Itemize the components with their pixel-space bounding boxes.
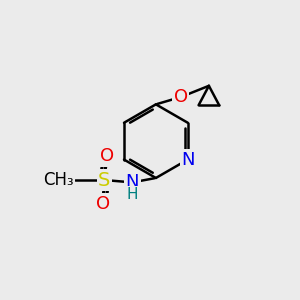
Text: O: O (100, 148, 114, 166)
Text: N: N (181, 151, 194, 169)
Text: N: N (126, 173, 139, 191)
Text: O: O (174, 88, 188, 106)
Text: S: S (98, 170, 110, 190)
Text: H: H (127, 187, 138, 202)
Text: CH₃: CH₃ (43, 171, 74, 189)
Text: O: O (96, 195, 110, 213)
